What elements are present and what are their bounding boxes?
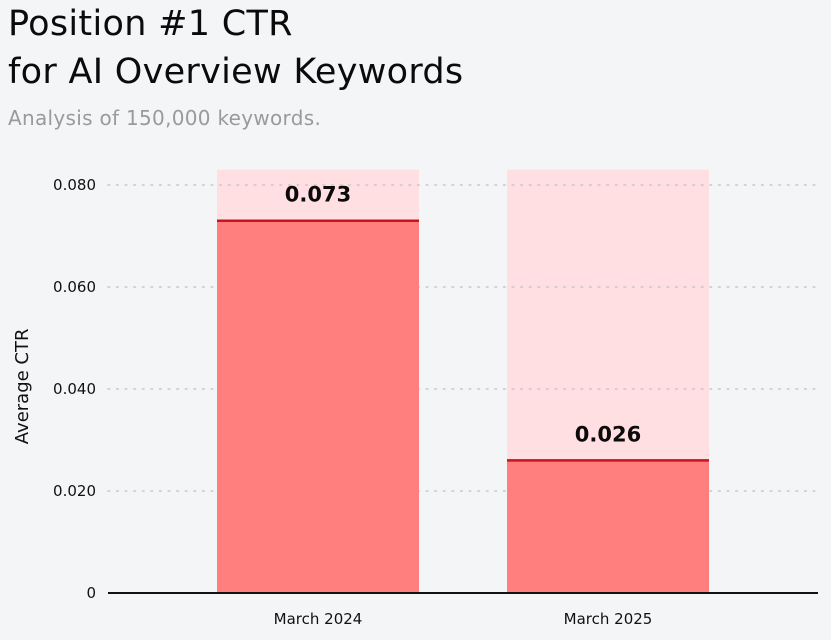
chart-title: Position #1 CTR for AI Overview Keywords bbox=[8, 0, 463, 96]
chart-title-line-1: Position #1 CTR bbox=[8, 4, 293, 44]
y-tick-label: 0.020 bbox=[53, 482, 96, 500]
y-tick-label: 0 bbox=[86, 584, 96, 602]
y-tick-label: 0.060 bbox=[53, 278, 96, 296]
bar-1 bbox=[217, 220, 419, 593]
y-tick-label: 0.080 bbox=[53, 176, 96, 194]
data-label: 0.026 bbox=[575, 422, 641, 446]
data-label: 0.073 bbox=[285, 183, 351, 207]
x-tick-label: March 2025 bbox=[564, 610, 653, 628]
chart-title-line-2: for AI Overview Keywords bbox=[8, 52, 464, 92]
y-axis-label: Average CTR bbox=[12, 328, 33, 444]
y-tick-label: 0.040 bbox=[53, 380, 96, 398]
chart-subtitle: Analysis of 150,000 keywords. bbox=[8, 106, 322, 130]
x-tick-label: March 2024 bbox=[274, 610, 363, 628]
bar-2 bbox=[507, 460, 709, 593]
